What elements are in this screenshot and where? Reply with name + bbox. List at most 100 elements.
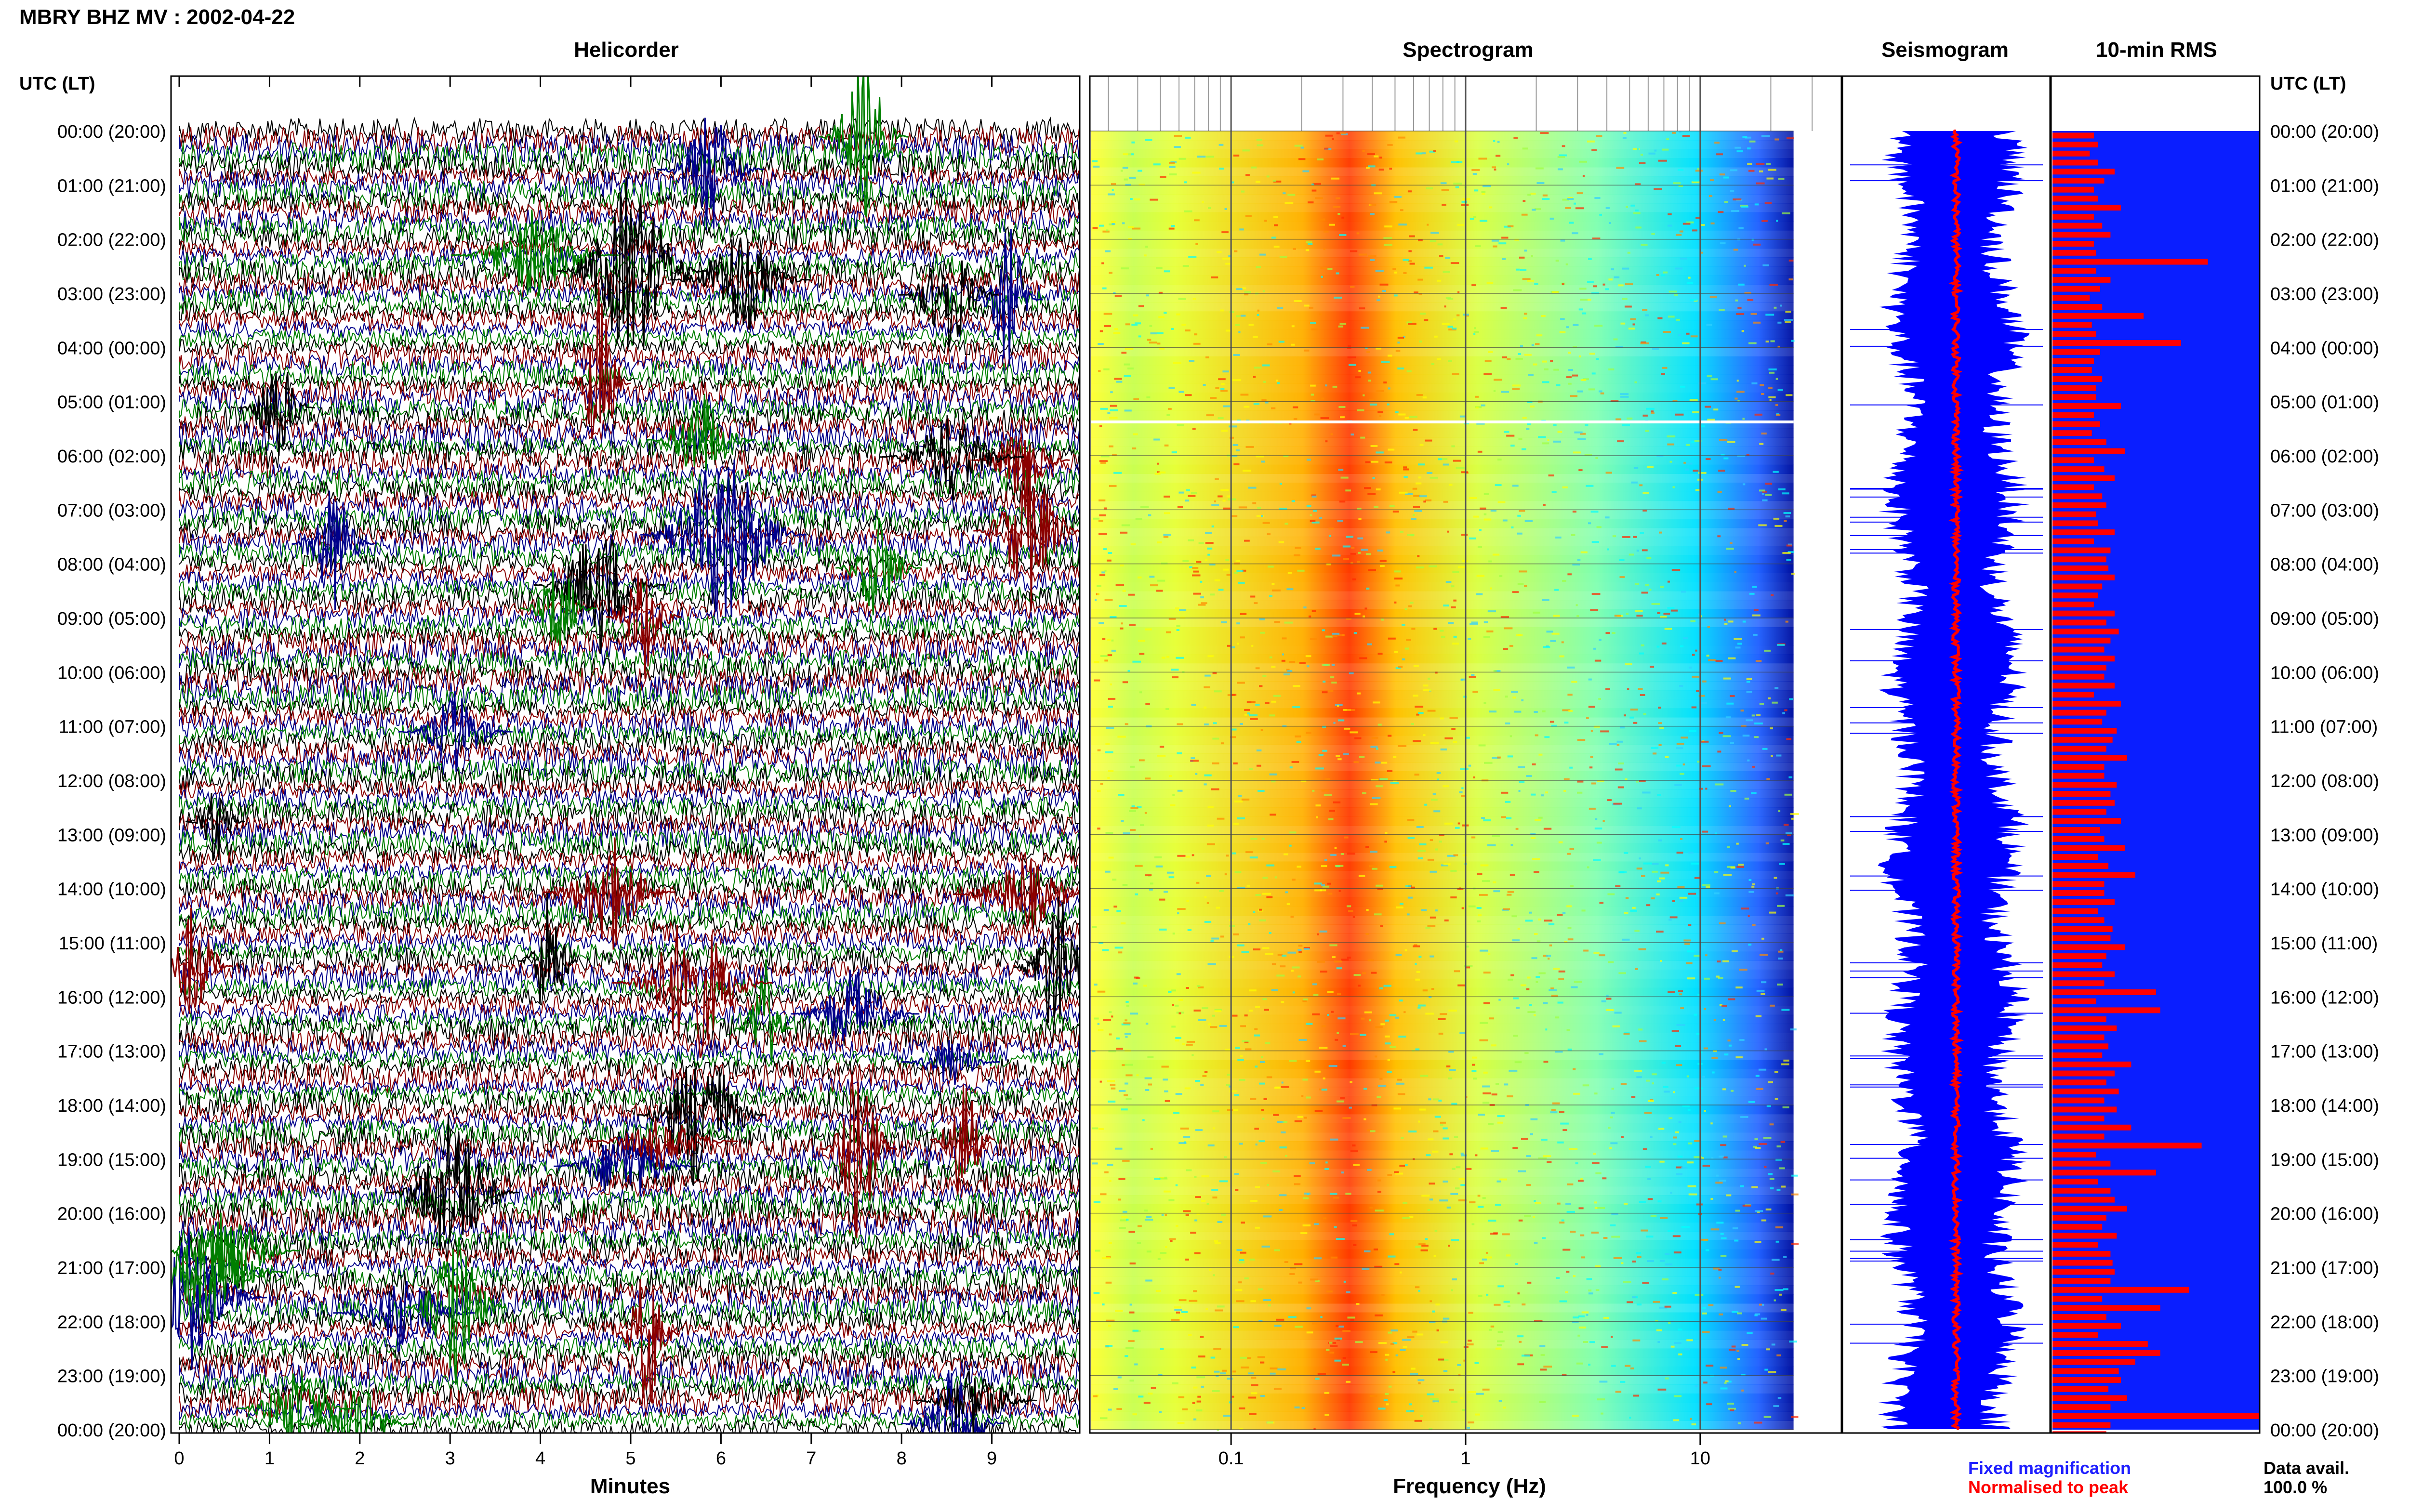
spectrogram-speckle: [1774, 1289, 1784, 1291]
spectrogram-speckle: [1130, 1012, 1138, 1015]
spectrogram-speckle: [1521, 1138, 1528, 1140]
spectrogram-speckle: [1567, 1048, 1572, 1051]
spectrogram-row: [1091, 645, 1794, 655]
rms-bar: [2052, 890, 2105, 896]
rms-bar: [2052, 583, 2103, 590]
spectrogram-speckle: [1261, 838, 1265, 840]
spectrogram-speckle: [1138, 184, 1145, 186]
spectrogram-speckle: [1702, 680, 1707, 683]
spectrogram-speckle: [1359, 307, 1365, 310]
spectrogram-speckle: [1325, 635, 1333, 638]
spectrogram-speckle: [1337, 634, 1344, 636]
spectrogram-speckle: [1423, 500, 1426, 503]
spectrogram-speckle: [1581, 909, 1586, 912]
spectrogram-speckle: [1279, 1194, 1287, 1196]
spectrogram-speckle: [1350, 286, 1355, 288]
spectrogram-speckle: [1345, 489, 1351, 492]
spectrogram-speckle: [1710, 222, 1715, 224]
spectrogram-speckle: [1765, 1208, 1772, 1210]
spectrogram-speckle: [1545, 791, 1549, 794]
spectrogram-speckle: [1177, 506, 1183, 508]
spectrogram-speckle: [1451, 1239, 1459, 1241]
spectrogram-speckle: [1682, 763, 1685, 766]
spectrogram-speckle: [1524, 1052, 1529, 1054]
spectrogram-speckle: [1323, 248, 1325, 250]
spectrogram-speckle: [1429, 1198, 1433, 1201]
spectrogram-speckle: [1161, 1214, 1164, 1216]
legend-normalised-to-peak: Normalised to peak: [1968, 1477, 2129, 1497]
spectrogram-speckle: [1282, 637, 1287, 640]
spectrogram-speckle: [1649, 589, 1652, 591]
spectrogram-row: [1091, 1041, 1794, 1052]
spectrogram-speckle: [1484, 1256, 1492, 1259]
spectrogram-speckle: [1182, 1043, 1185, 1045]
spectrogram-speckle: [1596, 358, 1599, 360]
spectrogram-speckle: [1438, 1018, 1446, 1020]
spectrogram-speckle: [1196, 561, 1202, 563]
spectrogram-speckle: [1493, 689, 1500, 691]
spectrogram-speckle: [1688, 924, 1692, 926]
rms-bar: [2052, 1422, 2111, 1428]
spectrogram-speckle: [1219, 1025, 1227, 1027]
spectrogram-speckle: [1738, 864, 1744, 866]
spectrogram-speckle: [1690, 1418, 1692, 1420]
spectrogram-speckle: [1507, 163, 1509, 166]
spectrogram-speckle: [1511, 915, 1517, 918]
spectrogram-speckle: [1238, 795, 1242, 797]
spectrogram-speckle: [1645, 1166, 1651, 1168]
spectrogram-speckle: [1236, 622, 1240, 625]
spectrogram-speckle: [1122, 884, 1128, 886]
spectrogram-speckle: [1154, 856, 1162, 858]
spectrogram-speckle: [1306, 1023, 1313, 1025]
spectrogram-speckle: [1113, 292, 1116, 294]
spectrogram-speckle: [1338, 406, 1346, 408]
spectrogram-speckle: [1608, 278, 1613, 281]
spectrogram-speckle: [1295, 736, 1301, 737]
spectrogram-speckle: [1450, 896, 1457, 899]
spectrogram-speckle: [1562, 709, 1571, 711]
spectrogram-speckle: [1225, 329, 1231, 332]
spectrogram-speckle: [1491, 1093, 1497, 1096]
spectrogram-row: [1091, 464, 1794, 474]
spectrogram-speckle: [1332, 385, 1337, 388]
spectrogram-speckle: [1341, 1171, 1344, 1174]
spectrogram-speckle: [1413, 665, 1419, 667]
spectrogram-speckle: [1103, 909, 1109, 911]
spectrogram-speckle: [1109, 1011, 1112, 1013]
spectrogram-speckle: [1592, 237, 1601, 240]
rms-bar: [2052, 836, 2105, 842]
seismogram-frame: [1841, 75, 2051, 1434]
spectrogram-speckle: [1478, 914, 1482, 917]
spectrogram-speckle: [1549, 217, 1554, 220]
spectrogram-speckle: [1235, 560, 1241, 562]
spectrogram-row: [1091, 564, 1794, 573]
spectrogram-speckle: [1251, 1392, 1257, 1394]
spectrogram-speckle: [1413, 495, 1420, 497]
spectrogram-speckle: [1646, 408, 1655, 410]
spectrogram-speckle: [1193, 342, 1201, 345]
rms-bar: [2052, 881, 2105, 887]
spectrogram-speckle: [1099, 622, 1104, 624]
spectrogram-row: [1091, 1114, 1794, 1124]
spectrogram-row: [1091, 1069, 1794, 1078]
spectrogram-speckle: [1415, 978, 1420, 981]
spectrogram-speckle: [1275, 380, 1278, 382]
spectrogram-speckle: [1231, 181, 1234, 184]
spectrogram-speckle: [1273, 216, 1278, 218]
spectrogram-speckle: [1257, 1356, 1265, 1358]
spectrogram-speckle: [1350, 250, 1358, 252]
spectrogram-speckle: [1749, 140, 1756, 143]
rms-bar: [2052, 763, 2105, 770]
spectrogram-speckle: [1730, 190, 1734, 192]
spectrogram-speckle: [1477, 1206, 1484, 1208]
spectrogram-speckle: [1705, 788, 1707, 790]
helicorder-event: [973, 229, 1043, 367]
spectrogram-speckle: [1336, 755, 1340, 757]
spectrogram-speckle: [1664, 1091, 1670, 1093]
spectrogram-speckle: [1255, 704, 1260, 706]
spectrogram-speckle: [1164, 312, 1167, 314]
spectrogram-speckle: [1607, 799, 1612, 802]
spectrogram-speckle: [1705, 406, 1711, 408]
spectrogram-speckle: [1220, 309, 1224, 312]
spectrogram-speckle: [1113, 906, 1117, 908]
